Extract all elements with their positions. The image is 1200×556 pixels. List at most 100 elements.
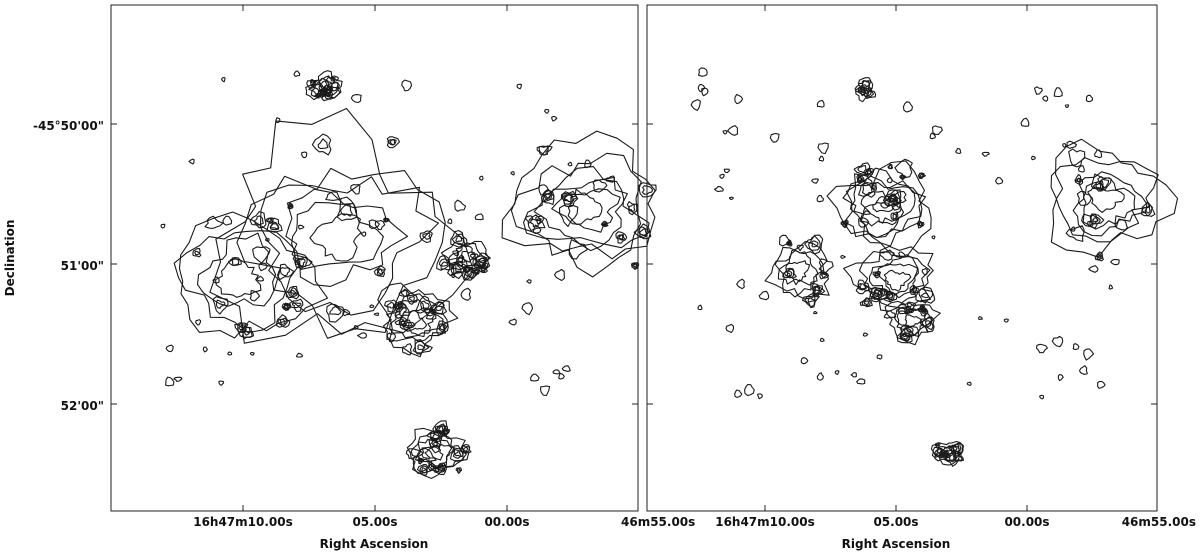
central-cluster-knot-7-0 [276,263,295,281]
right-speck-contour-9 [1057,374,1064,382]
central-cluster-contour-2 [259,176,439,316]
northeast-clump-contour-3 [1082,173,1136,230]
south-source-knot-14-0 [437,464,447,472]
west-arm-contour-0 [178,211,329,339]
central-cluster-knot-9-0 [373,265,386,277]
central-cluster-contour-4 [291,201,384,270]
northeast-clump-knot-14-0 [568,239,588,260]
right-speck-contour-19 [966,381,972,387]
central-cluster-knot-9-2 [377,268,384,275]
right-speck-contour-0 [876,354,883,360]
left-speck-contour-14 [195,319,202,326]
right-speck-contour-12 [819,337,825,342]
central-cluster-knot-13-1 [254,215,264,226]
left-speck-contour-8 [265,237,270,242]
left-speck-contour-41 [160,223,166,229]
west-group-knot-2-2 [807,297,816,303]
south-blob-knot-11-0 [424,308,437,317]
northeast-clump-knot-8-0 [1094,251,1104,262]
right-speck-contour-43 [840,254,846,259]
left-speck-contour-18 [450,273,456,279]
central-cluster-knot-3-0 [311,133,332,156]
northeast-clump-knot-7-0 [535,215,544,225]
northeast-clump-knot-17-2 [632,263,637,268]
mid-east-knot-1-2 [474,269,479,274]
northeast-clump-knot-7-1 [536,218,542,222]
south-blob-knot-10-0 [398,288,410,297]
central-cluster-knot-2-0 [419,230,433,244]
y-tick-label-2: 52'00" [61,399,104,413]
west-arm-knot-10-0 [256,275,265,282]
right-speck-contour-46 [690,99,701,111]
left-speck-contour-39 [293,70,301,77]
central-cluster-knot-10-2 [440,261,449,267]
north-knot-knot-0-1 [310,80,315,84]
right-speck-contour-39 [811,178,819,184]
south-blob-knot-2-2 [402,321,410,328]
left-contour-map [160,70,657,479]
south-source-knot-9-1 [456,468,462,472]
west-group-knot-0-2 [786,270,793,277]
northeast-clump-knot-6-0 [592,179,608,193]
mid-cluster-knot-7-0 [879,251,895,261]
mid-cluster-knot-5-0 [898,251,906,260]
left-speck-contour-13 [306,79,316,90]
northeast-clump-contour-2 [523,166,650,249]
right-speck-contour-21 [863,210,871,215]
south-source-knot-0-2 [431,441,439,447]
right-speck-contour-66 [800,357,809,365]
left-speck-contour-43 [553,268,565,282]
northeast-clump-knot-10-0 [615,231,628,244]
mid-east-knot-11-0 [447,261,467,277]
central-cluster-knot-13-1 [865,168,873,176]
right-speck-contour-13 [757,393,763,400]
right-speck-contour-48 [1053,87,1063,98]
central-cluster-knot-0-0 [887,190,907,203]
central-cluster-contour-5 [309,213,362,262]
south-blob-knot-2-2 [901,333,908,340]
right-speck-contour-8 [921,268,928,276]
central-cluster-knot-17-0 [326,303,346,323]
northeast-clump-knot-8-0 [558,204,579,228]
northeast-clump-knot-11-0 [540,189,555,206]
west-arm-knot-9-0 [266,217,283,233]
left-speck-contour-33 [212,276,220,284]
mid-east-knot-2-2 [467,270,473,277]
north-knot-knot-1-1 [866,90,875,98]
right-speck-contour-2 [722,130,728,135]
central-cluster-knot-12-1 [857,175,864,183]
mid-cluster-knot-2-1 [885,291,896,302]
right-speck-contour-14 [1108,284,1113,290]
right-speck-contour-54 [834,370,840,375]
right-speck-contour-56 [1031,155,1036,161]
north-knot-knot-2-0 [855,87,871,103]
left-speck-contour-22 [478,175,484,181]
central-cluster-knot-1-2 [288,205,292,208]
central-cluster-knot-6-1 [918,172,925,180]
mid-east-knot-5-0 [456,254,466,264]
south-source-knot-3-0 [405,448,424,459]
south-blob-knot-13-0 [386,332,396,343]
left-speck-contour-44 [284,302,292,310]
south-blob-knot-0-0 [436,320,449,336]
left-speck-contour-40 [258,262,268,272]
left-speck-contour-32 [301,151,308,159]
south-blob-knot-6-1 [918,305,927,313]
south-source-knot-8-2 [462,446,468,453]
left-x-tick-label-3: 46m55.00s [621,515,695,529]
north-knot-knot-11-1 [328,81,339,92]
left-speck-contour-48 [173,376,183,382]
south-blob-knot-6-2 [920,307,925,311]
central-cluster-knot-1-1 [917,221,924,227]
left-speck-contour-35 [516,83,523,90]
mid-east-knot-5-1 [457,256,464,264]
south-source-knot-8-0 [948,442,964,454]
left-speck-contour-6 [249,351,255,356]
left-x-tick-label-2: 00.00s [484,515,529,529]
south-blob-knot-7-0 [394,316,408,327]
right-speck-contour-7 [1003,318,1009,323]
mid-cluster-knot-10-2 [863,300,869,306]
south-source-knot-9-0 [455,467,463,474]
south-blob-knot-10-1 [400,289,408,298]
west-group-knot-6-1 [813,285,821,292]
